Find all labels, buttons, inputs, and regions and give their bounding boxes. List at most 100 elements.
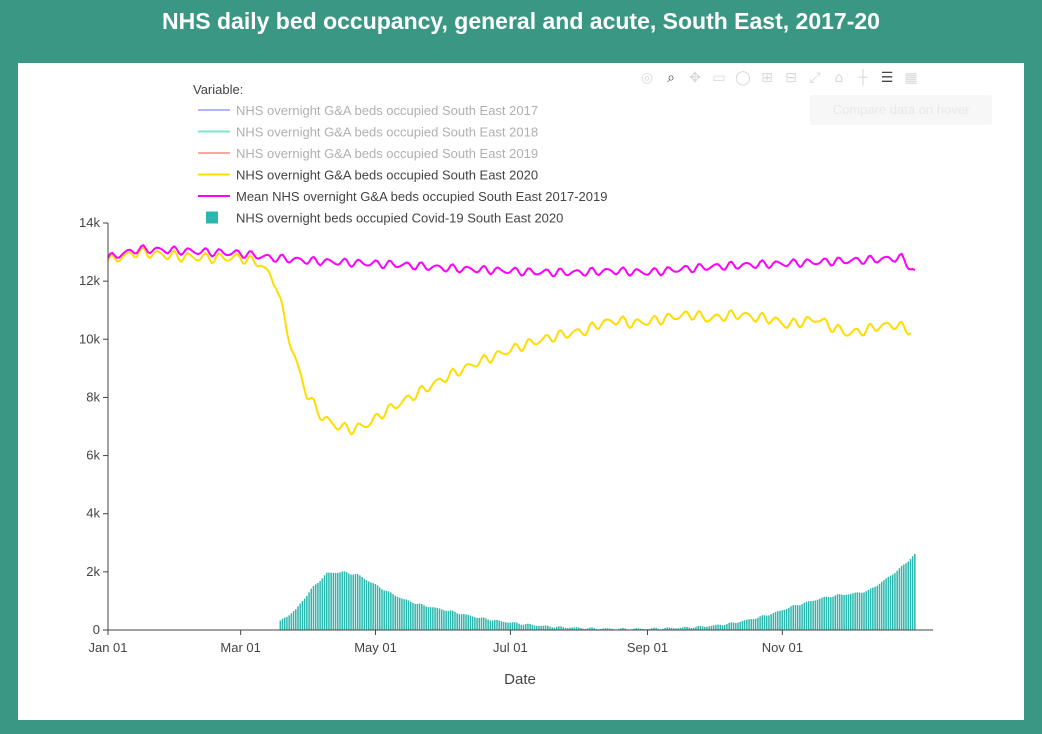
covid-bar [602,628,604,630]
covid-bar [392,594,394,630]
covid-bar [891,574,894,630]
covid-bar [427,607,430,630]
zoom-out-icon[interactable]: ⊟ [785,70,797,86]
covid-bar [785,609,788,630]
covid-bar [454,611,456,630]
x-tick-label: Jan 01 [88,640,127,655]
covid-bar [281,618,284,630]
covid-bar [372,583,374,630]
covid-bar [816,599,819,630]
covid-bar [589,627,591,630]
covid-bar [352,574,355,630]
covid-bar [803,602,806,630]
covid-bar [582,628,584,630]
legend-item[interactable]: NHS overnight G&A beds occupied South Ea… [198,168,538,183]
covid-bar [529,624,531,630]
legend-item[interactable]: NHS overnight G&A beds occupied South Ea… [198,146,538,161]
legend: Variable: NHS overnight G&A beds occupied… [193,82,607,226]
autoscale-icon[interactable]: ⤢ [809,70,821,86]
covid-bar [443,610,445,630]
legend-item[interactable]: NHS overnight G&A beds occupied South Ea… [198,125,538,140]
covid-bar [297,606,299,630]
y-tick-label: 14k [79,215,100,230]
covid-bar [452,610,454,630]
covid-bar [684,626,686,630]
covid-bar [704,626,706,630]
covid-bar [675,628,677,630]
covid-bar [812,600,814,630]
covid-bar [867,589,870,630]
covid-bar [379,587,381,630]
covid-bar [547,625,549,630]
covid-bar [856,592,859,630]
legend-item[interactable]: NHS overnight G&A beds occupied South Ea… [198,103,538,118]
y-tick-label: 6k [86,448,100,463]
covid-bar [337,572,339,630]
box-select-icon[interactable]: ▭ [712,70,726,86]
covid-bar [474,617,476,630]
covid-bar [295,609,297,630]
covid-bar [706,626,708,630]
covid-bar [440,609,443,630]
covid-bar [821,597,823,630]
covid-bar [757,617,759,630]
covid-bar [438,608,441,630]
covid-bar [538,625,540,630]
covid-bar [367,581,370,630]
covid-bar [401,598,403,630]
covid-bar [573,627,576,630]
covid-bar [593,628,596,630]
covid-bar [323,575,326,630]
covid-bar [328,572,330,630]
covid-bar [330,572,332,630]
legend-item[interactable]: NHS overnight beds occupied Covid-19 Sou… [206,211,563,226]
legend-item[interactable]: Mean NHS overnight G&A beds occupied Sou… [198,189,607,204]
covid-bar [410,601,412,630]
covid-bar [624,628,626,630]
camera-icon[interactable]: ◎ [640,70,654,86]
covid-bar [907,561,909,630]
covid-bar [823,596,825,630]
plotly-logo-icon[interactable]: ▦ [904,70,918,86]
covid-bar [739,621,741,630]
reset-axes-icon[interactable]: ⌂ [834,70,844,86]
covid-bar [622,627,624,630]
covid-bar [348,573,350,630]
covid-bar [779,610,781,630]
covid-bar [604,628,607,630]
covid-bar [536,625,538,630]
lasso-icon[interactable]: ◯ [735,70,751,86]
pan-icon[interactable]: ✥ [689,70,701,86]
covid-bar [754,618,757,630]
modebar: ◎ ⌕ ✥ ▭ ◯ ⊞ ⊟ ⤢ ⌂ ┼ ☰ ▦ [638,67,920,89]
covid-bar [810,601,812,630]
legend-label: NHS overnight G&A beds occupied South Ea… [236,168,538,183]
covid-bar [350,574,352,630]
compare-hover-icon[interactable]: ☰ [880,70,894,86]
covid-bar [542,625,545,630]
zoom-in-icon[interactable]: ⊞ [761,70,773,86]
covid-bar [564,627,567,630]
covid-bar [286,616,288,630]
spike-lines-icon[interactable]: ┼ [858,70,868,86]
chart-svg[interactable]: 0 2k 4k 6k 8k 10k 12k 14k Jan 01 Mar 01 May 01 Jul … [18,63,1024,720]
covid-bar [580,627,582,630]
x-axis-title: Date [504,671,536,688]
series-line-mean-2017-2019 [107,244,916,278]
covid-bar [701,626,704,630]
covid-bar [575,627,578,630]
covid-bar [730,622,733,630]
covid-bar [768,615,770,630]
legend-title: Variable: [193,82,243,97]
covid-bar [429,607,432,630]
covid-bar [308,592,310,630]
covid-bar [551,627,554,630]
covid-bar [531,624,534,630]
covid-bar [494,620,496,630]
covid-bar [288,615,290,630]
covid-bar [845,594,848,630]
zoom-icon[interactable]: ⌕ [667,70,675,86]
covid-bar [310,588,313,630]
x-tick-label: Mar 01 [220,640,260,655]
covid-bar [385,590,388,630]
